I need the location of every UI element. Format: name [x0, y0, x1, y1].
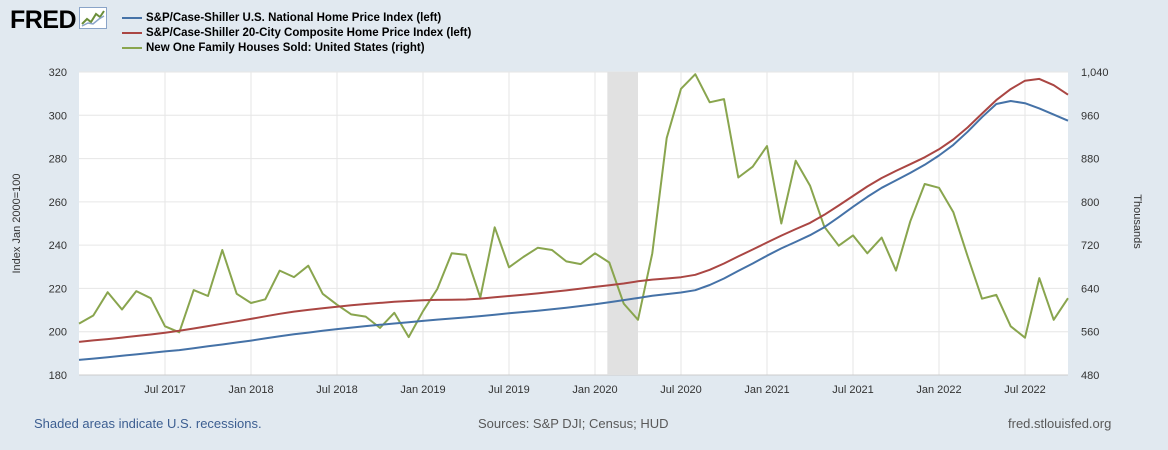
x-tick-label: Jan 2019 — [400, 384, 445, 396]
x-tick-label: Jul 2020 — [660, 384, 702, 396]
x-axis-ticks: Jul 2017 Jan 2018 Jul 2018 Jan 2019 Jul 2019… — [144, 384, 1046, 396]
x-tick-label: Jan 2018 — [228, 384, 273, 396]
series-line-houses[interactable] — [78, 73, 1069, 339]
right-tick-label: 480 — [1081, 370, 1099, 382]
x-tick-label: Jul 2022 — [1004, 384, 1046, 396]
legend-item-national[interactable]: S&P/Case-Shiller U.S. National Home Pric… — [122, 10, 471, 25]
left-tick-label: 260 — [49, 197, 67, 209]
legend-label-houses: New One Family Houses Sold: United State… — [146, 41, 425, 54]
left-tick-label: 320 — [49, 67, 67, 79]
right-tick-label: 1,040 — [1081, 67, 1109, 79]
fred-logo-text: FRED — [10, 6, 77, 34]
legend-swatch-national — [122, 16, 142, 19]
legend-item-composite[interactable]: S&P/Case-Shiller 20-City Composite Home … — [122, 25, 471, 40]
right-tick-label: 560 — [1081, 327, 1099, 339]
right-tick-label: 640 — [1081, 283, 1099, 295]
series-lines — [78, 73, 1069, 361]
recession-layer — [607, 72, 638, 375]
right-tick-label: 800 — [1081, 197, 1099, 209]
legend-swatch-houses — [122, 46, 142, 49]
x-tick-label: Jul 2021 — [832, 384, 874, 396]
left-tick-label: 220 — [49, 283, 67, 295]
left-axis-ticks: 180 200 220 240 260 280 300 320 — [49, 67, 67, 382]
right-axis-title: Thousands — [1131, 194, 1143, 249]
x-tick-label: Jul 2017 — [144, 384, 186, 396]
left-tick-label: 300 — [49, 110, 67, 122]
fred-logo[interactable]: FRED — [10, 6, 108, 35]
legend-label-composite: S&P/Case-Shiller 20-City Composite Home … — [146, 26, 472, 39]
x-tick-label: Jan 2020 — [572, 384, 617, 396]
right-tick-label: 960 — [1081, 110, 1099, 122]
trend-chart-icon — [79, 7, 108, 34]
legend-item-houses[interactable]: New One Family Houses Sold: United State… — [122, 40, 471, 55]
x-tick-label: Jul 2019 — [488, 384, 530, 396]
left-tick-label: 280 — [49, 154, 67, 166]
left-axis-title: Index Jan 2000=100 — [11, 173, 23, 273]
chart-legend: S&P/Case-Shiller U.S. National Home Pric… — [122, 10, 471, 55]
x-tick-label: Jan 2022 — [916, 384, 961, 396]
plot-area — [79, 72, 1068, 375]
left-tick-label: 240 — [49, 240, 67, 252]
x-tick-label: Jul 2018 — [316, 384, 358, 396]
site-link[interactable]: fred.stlouisfed.org — [1008, 416, 1112, 431]
legend-label-national: S&P/Case-Shiller U.S. National Home Pric… — [146, 11, 442, 24]
right-axis-ticks: 480 560 640 720 800 880 960 1,040 — [1081, 67, 1109, 382]
left-tick-label: 180 — [49, 370, 67, 382]
series-line-composite[interactable] — [78, 77, 1069, 343]
x-tick-label: Jan 2021 — [744, 384, 789, 396]
left-tick-label: 200 — [49, 327, 67, 339]
sources-note: Sources: S&P DJI; Census; HUD — [478, 416, 669, 431]
recession-band — [607, 72, 638, 375]
recession-note: Shaded areas indicate U.S. recessions. — [34, 416, 262, 431]
legend-swatch-composite — [122, 31, 142, 34]
right-tick-label: 880 — [1081, 154, 1099, 166]
right-tick-label: 720 — [1081, 240, 1099, 252]
series-line-national[interactable] — [78, 100, 1069, 361]
